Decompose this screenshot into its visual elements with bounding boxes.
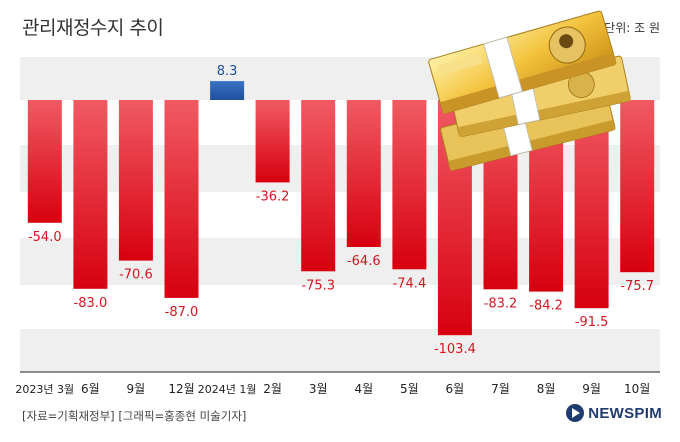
bar-7 (301, 100, 336, 272)
bar-9 (392, 100, 427, 270)
bar-14 (620, 100, 655, 273)
newspim-logo: NEWSPIM (566, 404, 662, 422)
data-label-14: -75.7 (620, 279, 654, 294)
x-tick-label-2: 6월 (81, 382, 100, 396)
newspim-logo-text: NEWSPIM (588, 404, 662, 422)
data-label-5: 8.3 (217, 64, 238, 79)
bar-2 (73, 100, 108, 289)
x-tick-label-14: 10월 (624, 382, 650, 396)
data-label-12: -84.2 (529, 299, 563, 314)
x-tick-label-3: 9월 (127, 382, 146, 396)
data-label-13: -91.5 (575, 315, 609, 330)
bar-3 (118, 100, 153, 261)
x-tick-label-6: 2월 (263, 382, 282, 396)
data-label-6: -36.2 (256, 189, 290, 204)
banknote-bundle-illustration (428, 10, 631, 171)
data-label-11: -83.2 (484, 296, 518, 311)
bar-4 (164, 100, 199, 298)
bars-group (27, 81, 655, 336)
grid-band (20, 145, 660, 192)
data-label-10: -103.4 (434, 342, 476, 357)
bar-6 (255, 100, 290, 183)
x-tick-label-5: 2024년 1월 (198, 383, 257, 396)
data-label-8: -64.6 (347, 254, 381, 269)
data-label-2: -83.0 (74, 296, 108, 311)
x-tick-label-8: 4월 (354, 382, 373, 396)
x-tick-label-10: 6월 (446, 382, 465, 396)
banknote-bundle-top (428, 10, 617, 114)
grid-band (20, 238, 660, 285)
x-tick-label-7: 3월 (309, 382, 328, 396)
x-tick-label-11: 7월 (491, 382, 510, 396)
data-label-9: -74.4 (393, 276, 427, 291)
data-label-1: -54.0 (28, 230, 62, 245)
data-labels-group: -54.0 -83.0 -70.6 -87.0 8.3 -36.2 -75.3 -64.6 -7… (28, 64, 654, 357)
bar-8 (346, 100, 381, 247)
x-tick-label-1: 2023년 3월 (15, 383, 74, 396)
x-tick-label-12: 8월 (537, 382, 556, 396)
data-label-4: -87.0 (165, 305, 199, 320)
x-tick-label-13: 9월 (582, 382, 601, 396)
data-label-7: -75.3 (301, 278, 335, 293)
bar-1 (27, 100, 62, 223)
newspim-logo-icon (566, 404, 585, 422)
x-tick-label-4: 12월 (168, 382, 194, 396)
data-label-3: -70.6 (119, 268, 153, 283)
unit-label: 단위: 조 원 (604, 21, 660, 35)
grid-band (20, 329, 660, 372)
x-tick-labels-group: 2023년 3월 6월 9월 12월 2024년 1월 2월 3월 4월 5월 6월 7월 8월 9월 1… (15, 382, 650, 396)
chart-title: 관리재정수지 추이 (22, 17, 164, 39)
x-tick-label-9: 5월 (400, 382, 419, 396)
bar-5 (210, 81, 245, 100)
source-credit: [자료=기획재정부] [그래픽=홍종현 미술기자] (22, 409, 247, 423)
